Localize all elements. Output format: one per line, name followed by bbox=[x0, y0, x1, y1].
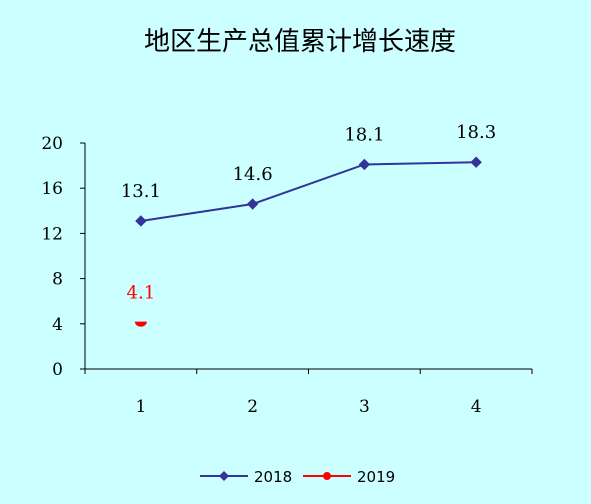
x-tick-label: 1 bbox=[135, 397, 146, 417]
y-tick-label: 4 bbox=[52, 315, 63, 335]
x-tick-label: 3 bbox=[359, 397, 370, 417]
series-line-2018 bbox=[140, 161, 477, 222]
data-label-2018: 13.1 bbox=[121, 181, 161, 202]
data-label-2019: 4.1 bbox=[127, 283, 156, 304]
y-tick-label: 20 bbox=[41, 134, 63, 154]
series-2019: 4.1 bbox=[127, 283, 156, 327]
data-label-2018: 18.3 bbox=[456, 122, 496, 143]
legend-label-2018: 2018 bbox=[254, 468, 292, 486]
legend-label-2019: 2019 bbox=[357, 468, 395, 486]
legend: 2018 2019 bbox=[200, 468, 395, 486]
data-point-2018 bbox=[470, 156, 482, 168]
chart-title: 地区生产总值累计增长速度 bbox=[144, 27, 456, 57]
data-label-2018: 14.6 bbox=[233, 164, 273, 185]
y-tick-label: 12 bbox=[41, 224, 63, 244]
y-tick-label: 16 bbox=[41, 179, 63, 199]
data-point-2018 bbox=[246, 198, 259, 210]
data-label-2018: 18.1 bbox=[344, 124, 384, 145]
series-2018: 13.1 14.6 18.1 18.3 bbox=[121, 122, 496, 227]
data-point-2018 bbox=[358, 158, 371, 171]
series-layer: 13.1 14.6 18.1 18.3 4.1 bbox=[121, 122, 496, 327]
legend-marker-2018 bbox=[219, 471, 229, 481]
x-tick-label: 2 bbox=[247, 397, 258, 417]
legend-marker-2019 bbox=[323, 472, 331, 480]
x-tick-label: 4 bbox=[471, 397, 482, 417]
data-point-2019 bbox=[134, 321, 147, 327]
data-point-2018 bbox=[135, 215, 147, 227]
y-tick-label: 0 bbox=[52, 360, 63, 380]
y-tick-label: 8 bbox=[52, 270, 63, 290]
